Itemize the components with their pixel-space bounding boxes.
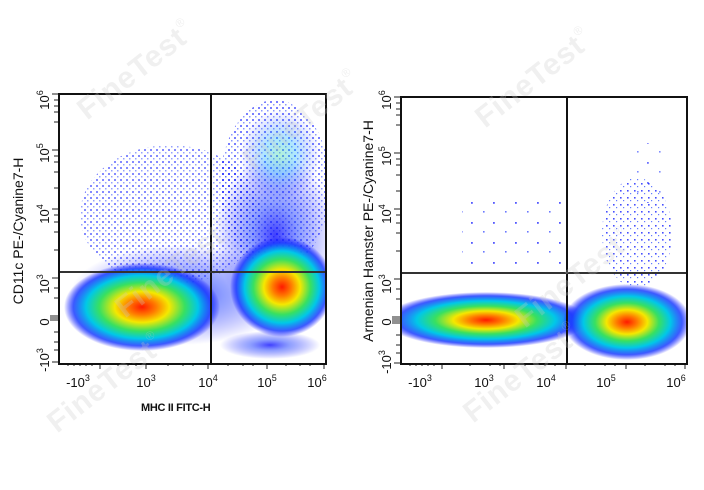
- right-ytick-1e5: 105: [377, 146, 394, 166]
- left-plot-area[interactable]: [58, 93, 327, 365]
- left-ytick-1e5: 105: [35, 143, 52, 163]
- left-ytick-1e6: 106: [35, 90, 52, 110]
- right-y-axis-ticks: [392, 96, 400, 364]
- right-ytick-1e4: 104: [377, 204, 394, 224]
- right-ytick-neg1e3: -103: [377, 350, 394, 374]
- left-ytick-neg1e3: -103: [35, 348, 52, 372]
- left-xtick-1e6: 106: [307, 373, 327, 390]
- left-y-axis-label: CD11c PE-/Cyanine7-H: [10, 157, 26, 305]
- left-density-plot: [64, 100, 325, 359]
- right-quadrant-gate-horizontal[interactable]: [402, 272, 686, 274]
- right-ytick-1e3: 103: [377, 274, 394, 294]
- right-xtick-neg1e3: -103: [408, 373, 432, 390]
- left-ytick-0: 0: [37, 318, 52, 326]
- left-y-axis-ticks: [50, 93, 58, 363]
- left-ytick-1e3: 103: [35, 274, 52, 294]
- left-ytick-1e4: 104: [35, 204, 52, 224]
- right-plot-area[interactable]: [400, 96, 688, 365]
- right-xtick-1e3: 103: [474, 373, 494, 390]
- right-density-plot: [402, 143, 686, 360]
- right-ytick-1e6: 106: [377, 90, 394, 110]
- left-xtick-1e5: 105: [257, 373, 277, 390]
- right-quadrant-gate-vertical[interactable]: [566, 98, 568, 363]
- left-xtick-1e3: 103: [136, 373, 156, 390]
- left-xtick-neg1e3: -103: [66, 373, 90, 390]
- right-xtick-1e6: 106: [666, 373, 686, 390]
- right-ytick-0: 0: [379, 318, 394, 326]
- left-xtick-1e4: 104: [198, 373, 218, 390]
- right-xtick-1e4: 104: [536, 373, 556, 390]
- left-quadrant-gate-horizontal[interactable]: [60, 271, 325, 273]
- right-xtick-1e5: 105: [596, 373, 616, 390]
- left-x-axis-label: MHC II FITC-H: [141, 402, 211, 414]
- left-quadrant-gate-vertical[interactable]: [210, 95, 212, 363]
